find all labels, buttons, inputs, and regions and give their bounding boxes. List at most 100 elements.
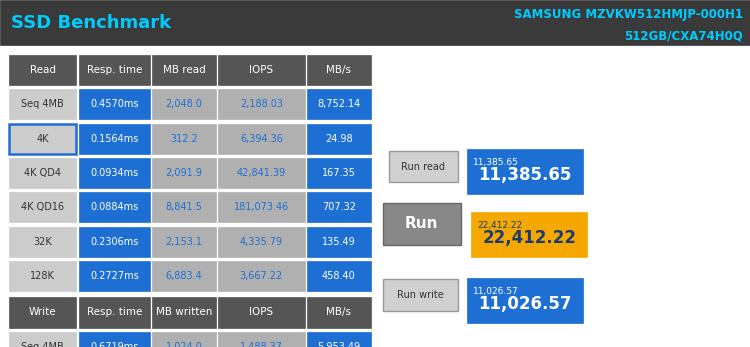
FancyBboxPatch shape bbox=[307, 124, 370, 154]
Text: 1,024.0: 1,024.0 bbox=[166, 342, 202, 347]
Text: 11,385.65: 11,385.65 bbox=[478, 166, 572, 184]
FancyBboxPatch shape bbox=[9, 89, 76, 119]
FancyBboxPatch shape bbox=[79, 124, 150, 154]
FancyBboxPatch shape bbox=[152, 332, 216, 347]
Text: MB/s: MB/s bbox=[326, 65, 351, 75]
FancyBboxPatch shape bbox=[79, 89, 150, 119]
FancyBboxPatch shape bbox=[218, 297, 304, 328]
FancyBboxPatch shape bbox=[152, 124, 216, 154]
Text: 512GB/CXA74H0Q: 512GB/CXA74H0Q bbox=[624, 30, 742, 43]
Text: 6,394.36: 6,394.36 bbox=[240, 134, 283, 144]
FancyBboxPatch shape bbox=[79, 297, 150, 328]
FancyBboxPatch shape bbox=[307, 297, 370, 328]
Text: SAMSUNG MZVKW512HMJP-000H1: SAMSUNG MZVKW512HMJP-000H1 bbox=[514, 8, 742, 21]
Text: 32K: 32K bbox=[33, 237, 52, 247]
FancyBboxPatch shape bbox=[152, 227, 216, 257]
FancyBboxPatch shape bbox=[152, 297, 216, 328]
Text: 2,188.03: 2,188.03 bbox=[240, 99, 283, 109]
FancyBboxPatch shape bbox=[152, 192, 216, 222]
Text: 4,335.79: 4,335.79 bbox=[240, 237, 283, 247]
FancyBboxPatch shape bbox=[218, 55, 304, 85]
FancyBboxPatch shape bbox=[218, 332, 304, 347]
FancyBboxPatch shape bbox=[307, 89, 370, 119]
FancyBboxPatch shape bbox=[218, 227, 304, 257]
Text: Run read: Run read bbox=[401, 162, 445, 171]
FancyBboxPatch shape bbox=[79, 227, 150, 257]
FancyBboxPatch shape bbox=[152, 158, 216, 188]
FancyBboxPatch shape bbox=[9, 158, 76, 188]
Text: 4K: 4K bbox=[37, 134, 49, 144]
FancyBboxPatch shape bbox=[307, 227, 370, 257]
FancyBboxPatch shape bbox=[466, 149, 583, 194]
Text: 0.4570ms: 0.4570ms bbox=[90, 99, 139, 109]
Text: MB read: MB read bbox=[163, 65, 206, 75]
Text: 0.6719ms: 0.6719ms bbox=[90, 342, 139, 347]
Text: 2,153.1: 2,153.1 bbox=[166, 237, 202, 247]
FancyBboxPatch shape bbox=[218, 124, 304, 154]
Text: Read: Read bbox=[30, 65, 56, 75]
FancyBboxPatch shape bbox=[218, 192, 304, 222]
FancyBboxPatch shape bbox=[471, 212, 587, 257]
FancyBboxPatch shape bbox=[382, 203, 461, 245]
FancyBboxPatch shape bbox=[9, 227, 76, 257]
FancyBboxPatch shape bbox=[218, 261, 304, 291]
FancyBboxPatch shape bbox=[218, 89, 304, 119]
Text: 4K QD4: 4K QD4 bbox=[24, 168, 62, 178]
Text: 181,073.46: 181,073.46 bbox=[234, 202, 289, 212]
Text: Run: Run bbox=[405, 216, 439, 231]
FancyBboxPatch shape bbox=[9, 261, 76, 291]
Text: 0.1564ms: 0.1564ms bbox=[90, 134, 139, 144]
Text: Write: Write bbox=[29, 307, 56, 318]
Text: 1,488.37: 1,488.37 bbox=[240, 342, 283, 347]
Text: IOPS: IOPS bbox=[249, 307, 274, 318]
FancyBboxPatch shape bbox=[9, 332, 76, 347]
Text: MB/s: MB/s bbox=[326, 307, 351, 318]
Text: Resp. time: Resp. time bbox=[86, 65, 142, 75]
FancyBboxPatch shape bbox=[307, 158, 370, 188]
Text: 2,091.9: 2,091.9 bbox=[166, 168, 202, 178]
FancyBboxPatch shape bbox=[9, 124, 76, 154]
Text: SSD Benchmark: SSD Benchmark bbox=[11, 14, 171, 32]
Text: 22,412.22: 22,412.22 bbox=[477, 221, 522, 230]
Text: 8,752.14: 8,752.14 bbox=[317, 99, 360, 109]
Text: 0.2306ms: 0.2306ms bbox=[90, 237, 139, 247]
FancyBboxPatch shape bbox=[0, 0, 750, 45]
Text: 3,667.22: 3,667.22 bbox=[240, 271, 283, 281]
Text: 4K QD16: 4K QD16 bbox=[21, 202, 64, 212]
FancyBboxPatch shape bbox=[307, 261, 370, 291]
Text: 24.98: 24.98 bbox=[325, 134, 352, 144]
FancyBboxPatch shape bbox=[152, 261, 216, 291]
FancyBboxPatch shape bbox=[79, 158, 150, 188]
FancyBboxPatch shape bbox=[9, 55, 76, 85]
FancyBboxPatch shape bbox=[218, 158, 304, 188]
FancyBboxPatch shape bbox=[382, 279, 458, 311]
Text: 707.32: 707.32 bbox=[322, 202, 356, 212]
Text: 11,385.65: 11,385.65 bbox=[472, 158, 518, 167]
Text: 0.0934ms: 0.0934ms bbox=[90, 168, 139, 178]
Text: 167.35: 167.35 bbox=[322, 168, 356, 178]
Text: 22,412.22: 22,412.22 bbox=[482, 229, 576, 247]
Text: 5,953.49: 5,953.49 bbox=[317, 342, 360, 347]
FancyBboxPatch shape bbox=[79, 261, 150, 291]
FancyBboxPatch shape bbox=[79, 332, 150, 347]
Text: 128K: 128K bbox=[30, 271, 56, 281]
Text: 6,883.4: 6,883.4 bbox=[166, 271, 202, 281]
FancyBboxPatch shape bbox=[79, 192, 150, 222]
FancyBboxPatch shape bbox=[388, 151, 458, 182]
Text: 312.2: 312.2 bbox=[170, 134, 198, 144]
Text: 42,841.39: 42,841.39 bbox=[237, 168, 286, 178]
Text: 135.49: 135.49 bbox=[322, 237, 356, 247]
Text: 2,048.0: 2,048.0 bbox=[166, 99, 202, 109]
FancyBboxPatch shape bbox=[307, 55, 370, 85]
Text: Seq 4MB: Seq 4MB bbox=[21, 99, 64, 109]
FancyBboxPatch shape bbox=[79, 55, 150, 85]
FancyBboxPatch shape bbox=[9, 192, 76, 222]
Text: 11,026.57: 11,026.57 bbox=[478, 295, 572, 313]
Text: Resp. time: Resp. time bbox=[86, 307, 142, 318]
FancyBboxPatch shape bbox=[466, 278, 583, 323]
Text: 0.0884ms: 0.0884ms bbox=[90, 202, 139, 212]
Text: 0.2727ms: 0.2727ms bbox=[90, 271, 139, 281]
Text: IOPS: IOPS bbox=[249, 65, 274, 75]
Text: Seq 4MB: Seq 4MB bbox=[21, 342, 64, 347]
Text: MB written: MB written bbox=[156, 307, 212, 318]
